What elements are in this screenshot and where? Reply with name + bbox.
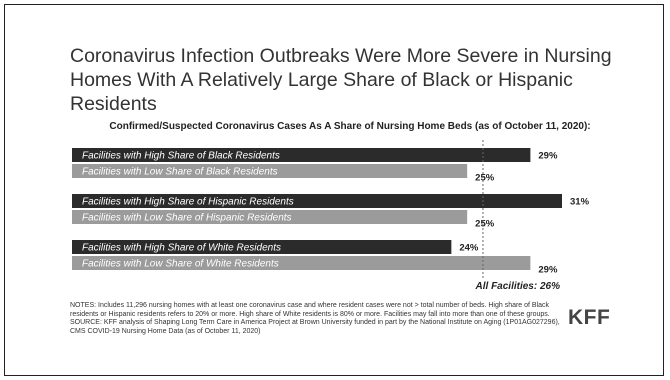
bar-facilities-with-high-share-of-white-residents [72,240,452,254]
bar-value-label: 31% [570,197,590,208]
bar-value-label: 25% [475,219,495,230]
footnotes: NOTES: Includes 11,296 nursing homes wit… [70,302,560,336]
bar-value-label: 29% [538,151,558,162]
bar-facilities-with-low-share-of-hispanic-residents [72,210,468,224]
chart-title: Coronavirus Infection Outbreaks Were Mor… [70,45,612,115]
bar-category-label: Facilities with High Share of Black Resi… [82,151,280,162]
bar-value-label: 29% [538,265,558,276]
reference-line-label: All Facilities: 26% [475,281,560,292]
notes-text: NOTES: Includes 11,296 nursing homes wit… [70,302,550,318]
slide-frame [4,4,664,376]
bar-facilities-with-low-share-of-black-residents [72,164,468,178]
bar-value-label: 25% [475,173,495,184]
source-text: SOURCE: KFF analysis of Shaping Long Ter… [70,319,560,335]
bar-value-label: 24% [459,243,479,254]
bar-category-label: Facilities with High Share of Hispanic R… [82,197,294,208]
kff-logo: KFF [568,306,611,329]
bar-category-label: Facilities with Low Share of Hispanic Re… [82,213,292,224]
bar-category-label: Facilities with High Share of White Resi… [82,243,281,254]
bar-facilities-with-low-share-of-white-residents [72,256,531,270]
bar-category-label: Facilities with Low Share of White Resid… [82,259,279,270]
chart-subtitle: Confirmed/Suspected Coronavirus Cases As… [109,121,591,132]
bar-category-label: Facilities with Low Share of Black Resid… [82,167,278,178]
bar-facilities-with-high-share-of-hispanic-residents [72,194,562,208]
bar-facilities-with-high-share-of-black-residents [72,148,531,162]
